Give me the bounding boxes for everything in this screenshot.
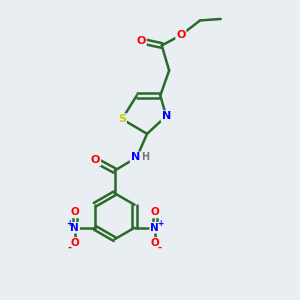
Text: N: N [162,111,171,121]
Text: S: S [118,114,126,124]
Text: +: + [66,218,73,227]
Text: O: O [176,30,186,40]
Text: -: - [158,242,162,253]
Text: O: O [70,207,79,218]
Text: H: H [141,152,149,162]
Text: O: O [150,238,159,248]
Text: O: O [70,238,79,248]
Text: +: + [157,218,163,227]
Text: N: N [150,223,159,233]
Text: O: O [91,155,100,165]
Text: N: N [131,152,140,162]
Text: O: O [150,207,159,218]
Text: O: O [136,36,146,46]
Text: -: - [68,242,71,253]
Text: N: N [70,223,79,233]
